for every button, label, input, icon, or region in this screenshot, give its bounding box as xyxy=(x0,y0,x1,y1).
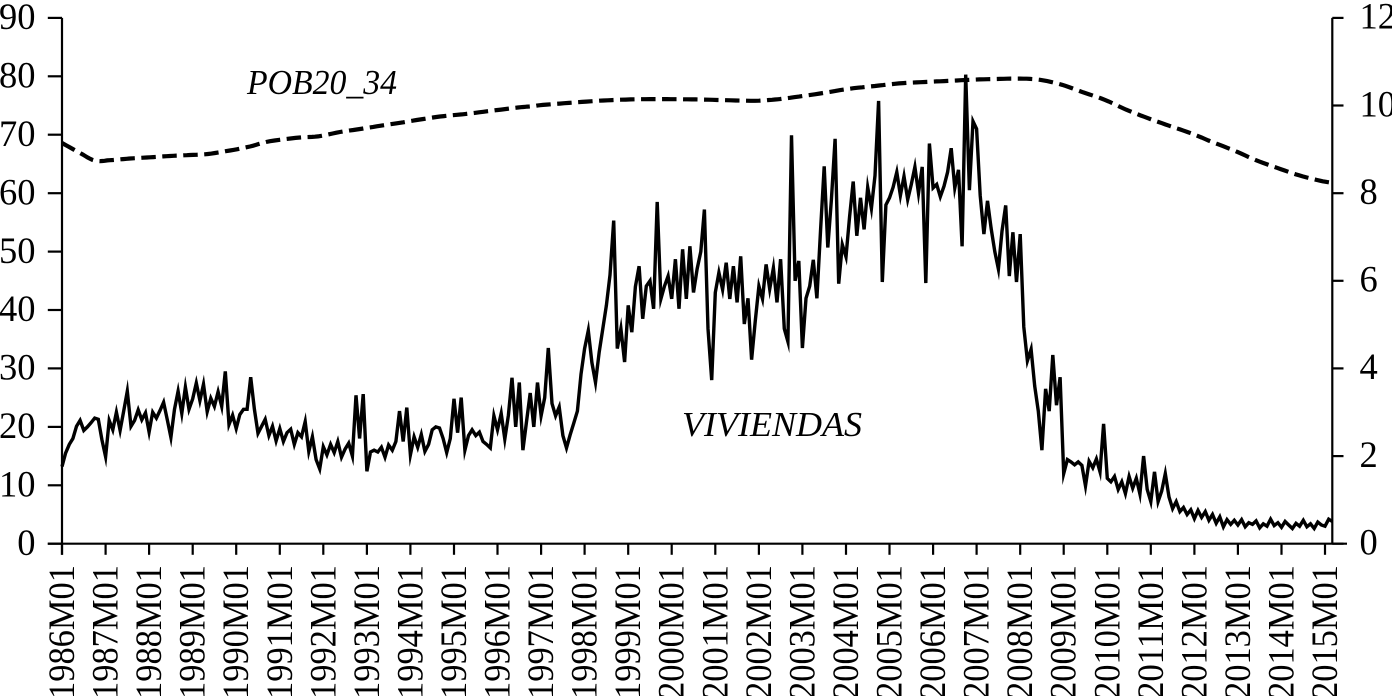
svg-text:1986M01: 1986M01 xyxy=(41,565,82,696)
svg-text:4: 4 xyxy=(1360,346,1378,387)
svg-text:2012M01: 2012M01 xyxy=(1173,565,1214,696)
svg-text:20: 20 xyxy=(0,405,36,446)
svg-text:2005M01: 2005M01 xyxy=(869,565,910,696)
svg-text:2010M01: 2010M01 xyxy=(1086,565,1127,696)
svg-text:0: 0 xyxy=(1360,522,1378,563)
svg-text:1997M01: 1997M01 xyxy=(520,565,561,696)
svg-text:1992M01: 1992M01 xyxy=(302,565,343,696)
svg-text:60: 60 xyxy=(0,171,36,212)
svg-text:0: 0 xyxy=(17,522,35,563)
svg-text:2014M01: 2014M01 xyxy=(1261,565,1302,696)
svg-text:1999M01: 1999M01 xyxy=(607,565,648,696)
svg-text:2009M01: 2009M01 xyxy=(1043,565,1084,696)
svg-text:1994M01: 1994M01 xyxy=(389,565,430,696)
svg-text:2008M01: 2008M01 xyxy=(999,565,1040,696)
svg-text:1987M01: 1987M01 xyxy=(85,565,126,696)
svg-text:1990M01: 1990M01 xyxy=(215,565,256,696)
svg-text:2000M01: 2000M01 xyxy=(651,565,692,696)
svg-text:VIVIENDAS: VIVIENDAS xyxy=(682,405,862,444)
svg-text:1993M01: 1993M01 xyxy=(346,565,387,696)
svg-text:90: 90 xyxy=(0,0,36,37)
svg-text:2007M01: 2007M01 xyxy=(956,565,997,696)
svg-text:70: 70 xyxy=(0,113,36,154)
svg-text:10: 10 xyxy=(1360,83,1392,124)
svg-text:8: 8 xyxy=(1360,171,1378,212)
svg-text:2004M01: 2004M01 xyxy=(825,565,866,696)
svg-text:80: 80 xyxy=(0,55,36,96)
svg-text:1998M01: 1998M01 xyxy=(564,565,605,696)
svg-text:2001M01: 2001M01 xyxy=(694,565,735,696)
svg-text:1991M01: 1991M01 xyxy=(259,565,300,696)
svg-text:50: 50 xyxy=(0,230,36,271)
svg-text:40: 40 xyxy=(0,288,36,329)
svg-text:12: 12 xyxy=(1360,0,1392,37)
svg-text:30: 30 xyxy=(0,347,36,388)
svg-text:1989M01: 1989M01 xyxy=(172,565,213,696)
svg-text:2013M01: 2013M01 xyxy=(1217,565,1258,696)
svg-text:2: 2 xyxy=(1360,434,1378,475)
svg-text:POB20_34: POB20_34 xyxy=(246,63,397,102)
svg-text:2002M01: 2002M01 xyxy=(738,565,779,696)
svg-text:6: 6 xyxy=(1360,259,1378,300)
svg-text:2003M01: 2003M01 xyxy=(781,565,822,696)
svg-text:1988M01: 1988M01 xyxy=(128,565,169,696)
svg-text:2006M01: 2006M01 xyxy=(912,565,953,696)
svg-text:1995M01: 1995M01 xyxy=(433,565,474,696)
svg-text:2015M01: 2015M01 xyxy=(1304,565,1345,696)
svg-text:10: 10 xyxy=(0,464,36,505)
svg-text:1996M01: 1996M01 xyxy=(477,565,518,696)
svg-text:2011M01: 2011M01 xyxy=(1130,565,1171,696)
